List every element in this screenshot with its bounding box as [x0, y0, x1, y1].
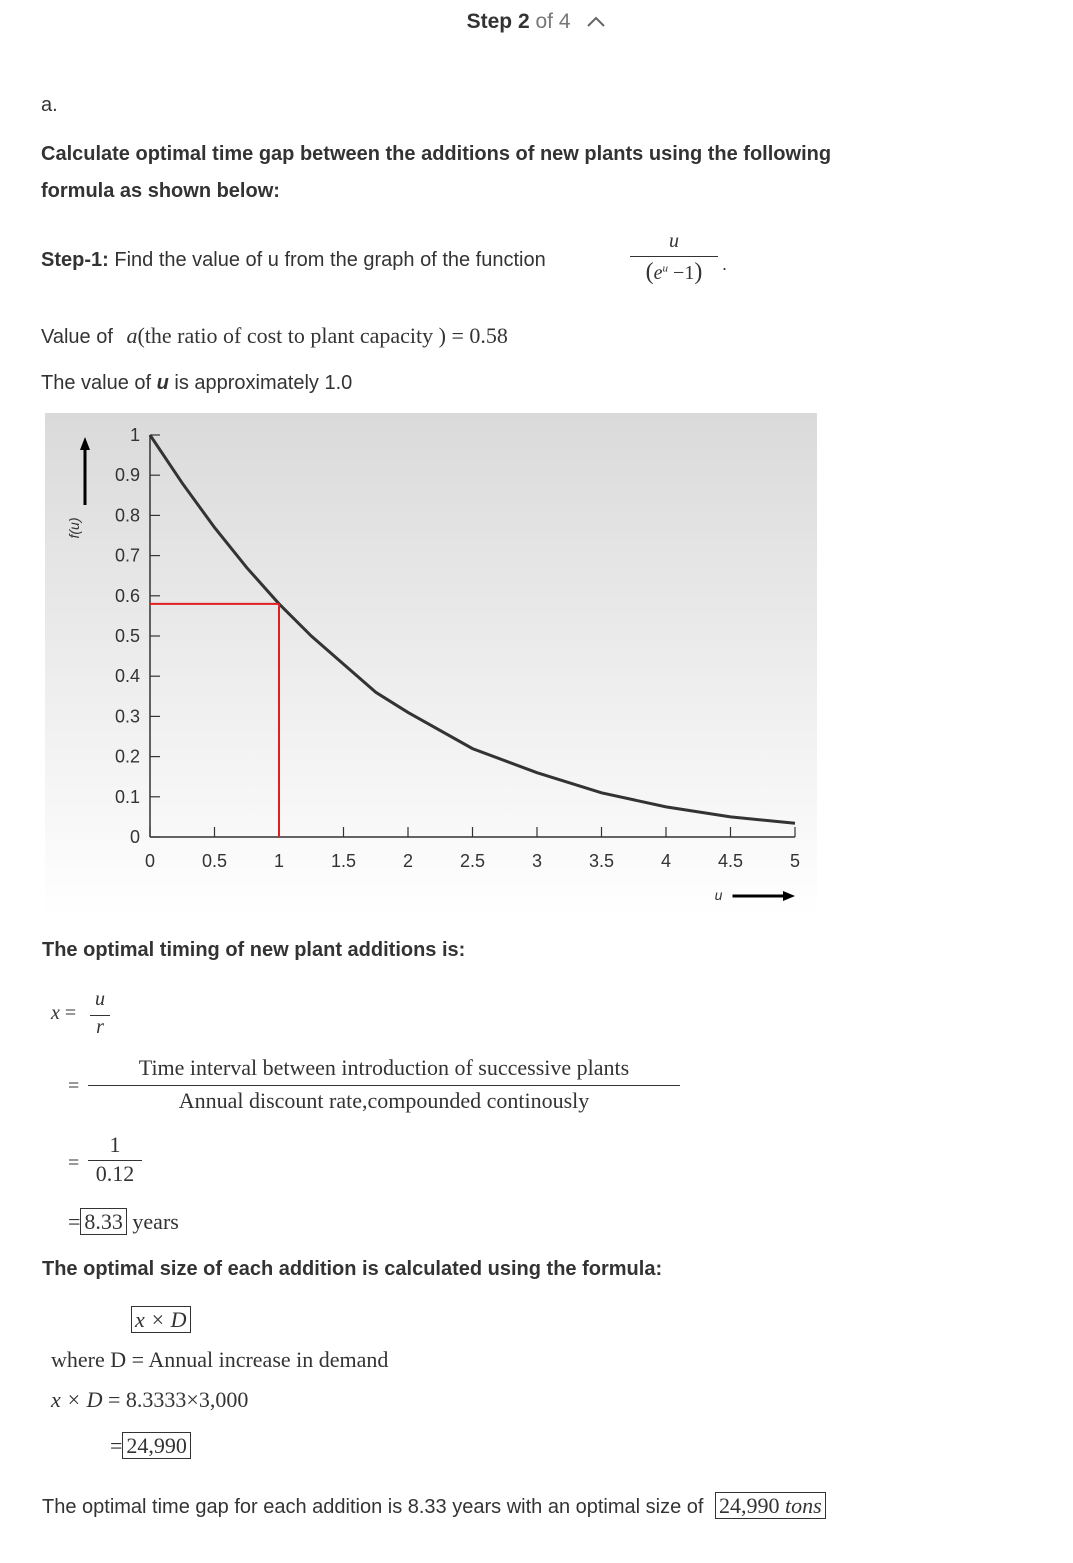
timing-result-line: = 8.33 years	[68, 1208, 179, 1236]
size-calc-line: x × D = 8.3333×3,000	[51, 1387, 249, 1412]
timing-heading: The optimal timing of new plant addition…	[42, 939, 466, 961]
y-tick-label: 1	[130, 425, 140, 445]
size-result-box: 24,990	[122, 1432, 191, 1460]
x-tick-label: 1.5	[331, 851, 356, 871]
x-axis-arrow-head	[783, 891, 795, 901]
x-tick-label: 2	[403, 851, 413, 871]
conclusion-line: The optimal time gap for each addition i…	[42, 1492, 826, 1520]
rate-eq-sign: =	[68, 1152, 80, 1174]
y-axis-label: f(u)	[66, 518, 82, 539]
timing-result-box: 8.33	[80, 1208, 127, 1236]
function-numerator: u	[669, 230, 679, 252]
y-axis-arrow-head	[80, 437, 90, 450]
x-tick-label: 1	[274, 851, 284, 871]
desc-eq-sign: =	[68, 1075, 80, 1097]
x-tick-label: 2.5	[460, 851, 485, 871]
one-over-rate-fraction: 1 0.12	[88, 1132, 142, 1187]
x-axis-label: u	[715, 887, 723, 903]
y-tick-label: 0.2	[115, 747, 140, 767]
description-fraction: Time interval between introduction of su…	[88, 1055, 680, 1114]
function-denominator: (eu −1)	[630, 256, 718, 286]
size-heading: The optimal size of each addition is cal…	[42, 1258, 663, 1280]
x-tick-label: 3.5	[589, 851, 614, 871]
step-number: 2	[517, 10, 530, 33]
intro-line-1: Calculate optimal time gap between the a…	[41, 143, 832, 165]
x-tick-label: 0.5	[202, 851, 227, 871]
y-tick-label: 0.3	[115, 706, 140, 726]
value-of-u-line: The value of u is approximately 1.0	[41, 372, 353, 394]
function-fraction: u (eu −1)	[630, 230, 718, 286]
x-tick-label: 0	[145, 851, 155, 871]
size-result-line: = 24,990	[110, 1432, 191, 1460]
intro-line-2: formula as shown below:	[41, 180, 280, 202]
x-tick-label: 5	[790, 851, 800, 871]
step-word: Step	[466, 10, 513, 33]
function-curve	[148, 434, 796, 825]
desc-denominator: Annual discount rate,compounded continou…	[88, 1085, 680, 1114]
step1-text: Find the value of u from the graph of th…	[108, 249, 546, 271]
y-tick-label: 0.6	[115, 586, 140, 606]
y-tick-label: 0	[130, 827, 140, 847]
timing-x-eq: x =	[51, 1002, 77, 1024]
y-tick-label: 0.8	[115, 505, 140, 525]
desc-numerator: Time interval between introduction of su…	[138, 1055, 630, 1080]
function-chart: 0 0.1 0.2 0.3 0.4 0.5 0.6 0.7 0.8 0.9 1 0 0.5 1 1.5 2 2.…	[45, 413, 817, 918]
y-tick-label: 0.5	[115, 626, 140, 646]
function-period: .	[722, 254, 728, 274]
x-tick-label: 3	[532, 851, 542, 871]
step1-line: Step-1: Find the value of u from the gra…	[41, 249, 546, 272]
where-d-line: where D = Annual increase in demand	[51, 1347, 389, 1372]
size-formula: x × D	[131, 1306, 191, 1334]
y-tick-label: 0.9	[115, 465, 140, 485]
chevron-up-icon[interactable]	[586, 10, 606, 34]
chart-svg: 0 0.1 0.2 0.3 0.4 0.5 0.6 0.7 0.8 0.9 1 0 0.5 1 1.5 2 2.…	[45, 413, 817, 918]
y-tick-label: 0.4	[115, 666, 140, 686]
y-tick-label: 0.7	[115, 546, 140, 566]
y-tick-label: 0.1	[115, 787, 140, 807]
step1-label: Step-1:	[41, 249, 109, 271]
part-label: a.	[41, 94, 58, 116]
x-tick-label: 4	[661, 851, 671, 871]
value-of-a-line: Value of a(the ratio of cost to plant ca…	[41, 323, 508, 348]
step-total: of 4	[535, 10, 571, 33]
conclusion-box: 24,990 tons	[715, 1492, 826, 1520]
u-over-r-fraction: u r	[90, 988, 110, 1039]
chart-background	[45, 413, 817, 918]
x-tick-label: 4.5	[718, 851, 743, 871]
step-header[interactable]: Step 2 of 4	[0, 10, 1073, 34]
